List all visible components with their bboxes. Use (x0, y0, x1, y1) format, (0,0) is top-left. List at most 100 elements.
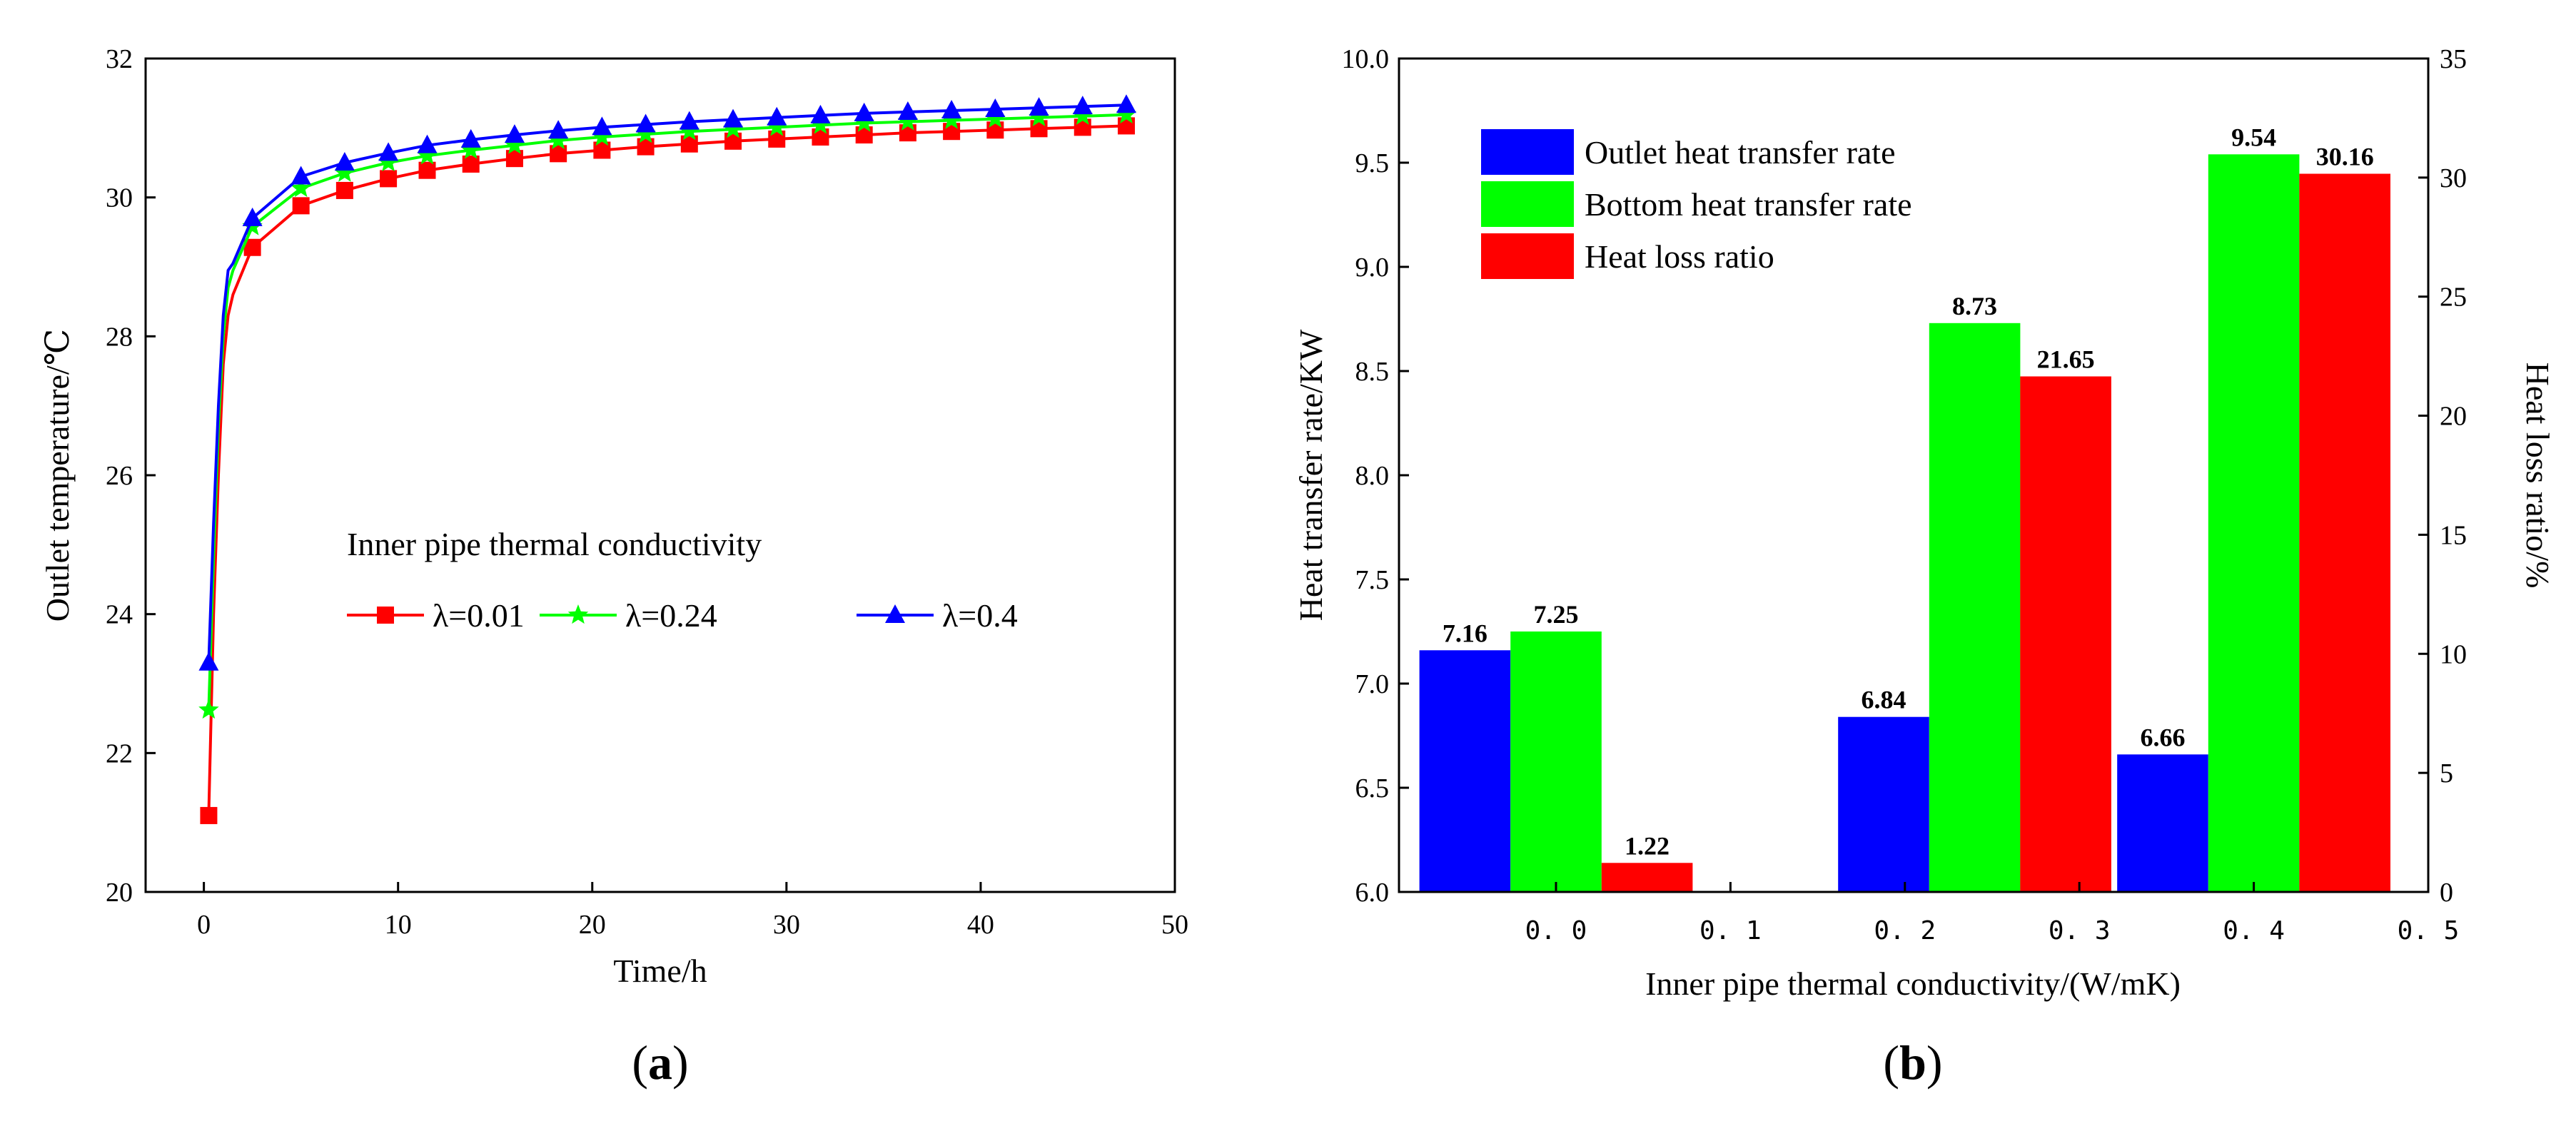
chart-b-y-right-tick-label: 15 (2440, 520, 2467, 550)
chart-b-ticks: 0. 0 0. 1 0. 2 0. 3 0. 4 0. 5 6.0 6.5 7.0 7.5 8.0 8… (1342, 44, 2468, 945)
chart-a-data-point (335, 181, 353, 199)
chart-a-x-tick-label: 50 (1161, 910, 1188, 940)
chart-a-data-point (1072, 96, 1093, 115)
chart-a-data-point (334, 162, 355, 182)
chart-a-data-point (504, 134, 525, 154)
chart-a-y-axis-label: Outlet temperature/℃ (39, 329, 76, 622)
chart-b-legend-item-2: Bottom heat transfer rate (1481, 181, 1912, 227)
chart-b-bar (1510, 631, 1602, 892)
chart-b-data-label: 1.22 (1625, 831, 1670, 860)
chart-b-y-tick-label: 6.0 (1355, 878, 1390, 908)
chart-a-legend-marker (567, 604, 589, 624)
chart-b-y-tick-label: 6.5 (1355, 773, 1390, 803)
chart-a-data-point (723, 108, 744, 128)
chart-b-y-axis-label: Heat transfer rate/KW (1293, 329, 1329, 621)
chart-b-legend-swatch (1481, 233, 1574, 279)
chart-a-data-point (854, 112, 874, 132)
chart-a-legend-item-2: λ=0.24 (540, 597, 717, 634)
chart-b-legend: Outlet heat transfer rate Bottom heat tra… (1481, 129, 1912, 279)
chart-b-y-tick-label: 7.5 (1355, 565, 1390, 595)
chart-b-legend-label: Outlet heat transfer rate (1585, 134, 1896, 171)
chart-a-data-point (292, 197, 310, 215)
chart-b-bar (2117, 754, 2208, 892)
chart-b-data-label: 6.84 (1862, 686, 1906, 714)
chart-b-x-tick-label: 0. 0 (1525, 916, 1587, 945)
chart-a-data-point (812, 128, 829, 146)
chart-b-bar (1601, 863, 1693, 892)
chart-a-data-point (635, 123, 656, 143)
chart-a-data-point (1116, 94, 1136, 113)
chart-a-data-point (504, 124, 525, 143)
chart-b-y-tick-label: 9.0 (1355, 253, 1390, 283)
chart-b-y-right-tick-label: 5 (2440, 759, 2453, 788)
chart-b-x-tick-label: 0. 1 (1699, 916, 1762, 945)
chart-b-legend-swatch (1481, 181, 1574, 227)
chart-a-y-tick-label: 20 (106, 878, 133, 908)
chart-a-data-point (417, 134, 438, 153)
chart-a-y-tick-label: 28 (106, 322, 133, 352)
chart-b-legend-label: Bottom heat transfer rate (1585, 186, 1912, 223)
chart-b: 0. 0 0. 1 0. 2 0. 3 0. 4 0. 5 6.0 6.5 7.0 7.5 8.0 8… (1293, 44, 2556, 1090)
chart-a-x-tick-label: 20 (579, 910, 606, 940)
chart-b-legend-item-1: Outlet heat transfer rate (1481, 129, 1896, 175)
chart-b-y-tick-label: 8.5 (1355, 357, 1390, 387)
chart-a-data-point (897, 111, 919, 131)
chart-a-data-point (198, 651, 219, 671)
chart-a-legend-marker (885, 604, 905, 623)
chart-a-data-point (1116, 103, 1137, 123)
chart-a-y-tick-label: 24 (106, 600, 133, 630)
chart-b-y-tick-label: 10.0 (1342, 44, 1390, 74)
chart-a-y-tick-label: 30 (106, 183, 133, 213)
chart-b-bar (2020, 376, 2111, 892)
chart-a-series (198, 94, 1137, 824)
chart-a-data-point (768, 130, 786, 148)
chart-a-data-point (985, 108, 1006, 128)
chart-a-data-point (941, 109, 962, 129)
chart-b-x-tick-label: 0. 3 (2049, 916, 2111, 945)
chart-b-y-tick-label: 8.0 (1355, 461, 1390, 491)
chart-b-y-right-tick-label: 20 (2440, 402, 2467, 432)
chart-b-data-labels: 7.16 7.25 1.22 6.84 8.73 21.65 6.66 9.54 30.16 (1443, 123, 2374, 860)
chart-b-y-right-tick-label: 35 (2440, 44, 2467, 74)
chart-a-data-point (637, 138, 655, 156)
chart-b-bars (1419, 154, 2390, 892)
chart-a-legend-title: Inner pipe thermal conductivity (347, 526, 762, 562)
chart-a-x-tick-label: 10 (385, 910, 412, 940)
chart-a-data-point (417, 145, 438, 165)
chart-a-data-point (460, 128, 481, 148)
chart-a-data-point (593, 141, 611, 159)
chart-a-y-tick-label: 32 (106, 44, 133, 74)
chart-a-data-point (592, 116, 612, 136)
chart-a-data-point (550, 145, 567, 163)
chart-a-x-tick-label: 40 (967, 910, 994, 940)
chart-a-data-point (334, 152, 355, 171)
chart-a-series-1 (200, 117, 1135, 824)
chart-a-data-point (1117, 117, 1135, 135)
chart-b-y-right-tick-label: 25 (2440, 283, 2467, 313)
chart-b-data-label: 21.65 (2037, 345, 2095, 374)
chart-a-data-point (460, 139, 481, 159)
chart-a-legend: λ=0.01 λ=0.24 λ=0.4 (347, 597, 1018, 634)
chart-a-data-point (1030, 120, 1048, 138)
chart-b-y-tick-label: 7.0 (1355, 669, 1390, 699)
chart-a-data-point (547, 129, 569, 149)
chart-a: 0 10 20 30 40 50 20 22 24 26 28 30 32 Time/h Outlet … (39, 44, 1188, 1090)
chart-b-data-label: 8.73 (1952, 292, 1997, 320)
chart-b-x-tick-label: 0. 2 (1874, 916, 1936, 945)
chart-a-ticks: 0 10 20 30 40 50 20 22 24 26 28 30 32 (106, 44, 1188, 940)
chart-a-data-point (679, 121, 700, 141)
chart-a-data-point (767, 106, 787, 126)
chart-b-bar (1838, 716, 1929, 892)
chart-a-data-point (810, 114, 831, 134)
chart-b-data-label: 30.16 (2316, 143, 2374, 171)
chart-a-legend-label: λ=0.01 (433, 597, 525, 634)
chart-a-data-point (986, 121, 1004, 139)
chart-a-data-point (1074, 118, 1091, 136)
chart-a-data-point (592, 126, 612, 146)
chart-b-bar (2208, 154, 2300, 892)
chart-b-bar (1419, 650, 1511, 892)
chart-a-data-point (418, 161, 436, 179)
chart-a-data-point (291, 178, 311, 198)
chart-a-data-point (897, 101, 918, 120)
chart-a-data-point (855, 126, 873, 144)
